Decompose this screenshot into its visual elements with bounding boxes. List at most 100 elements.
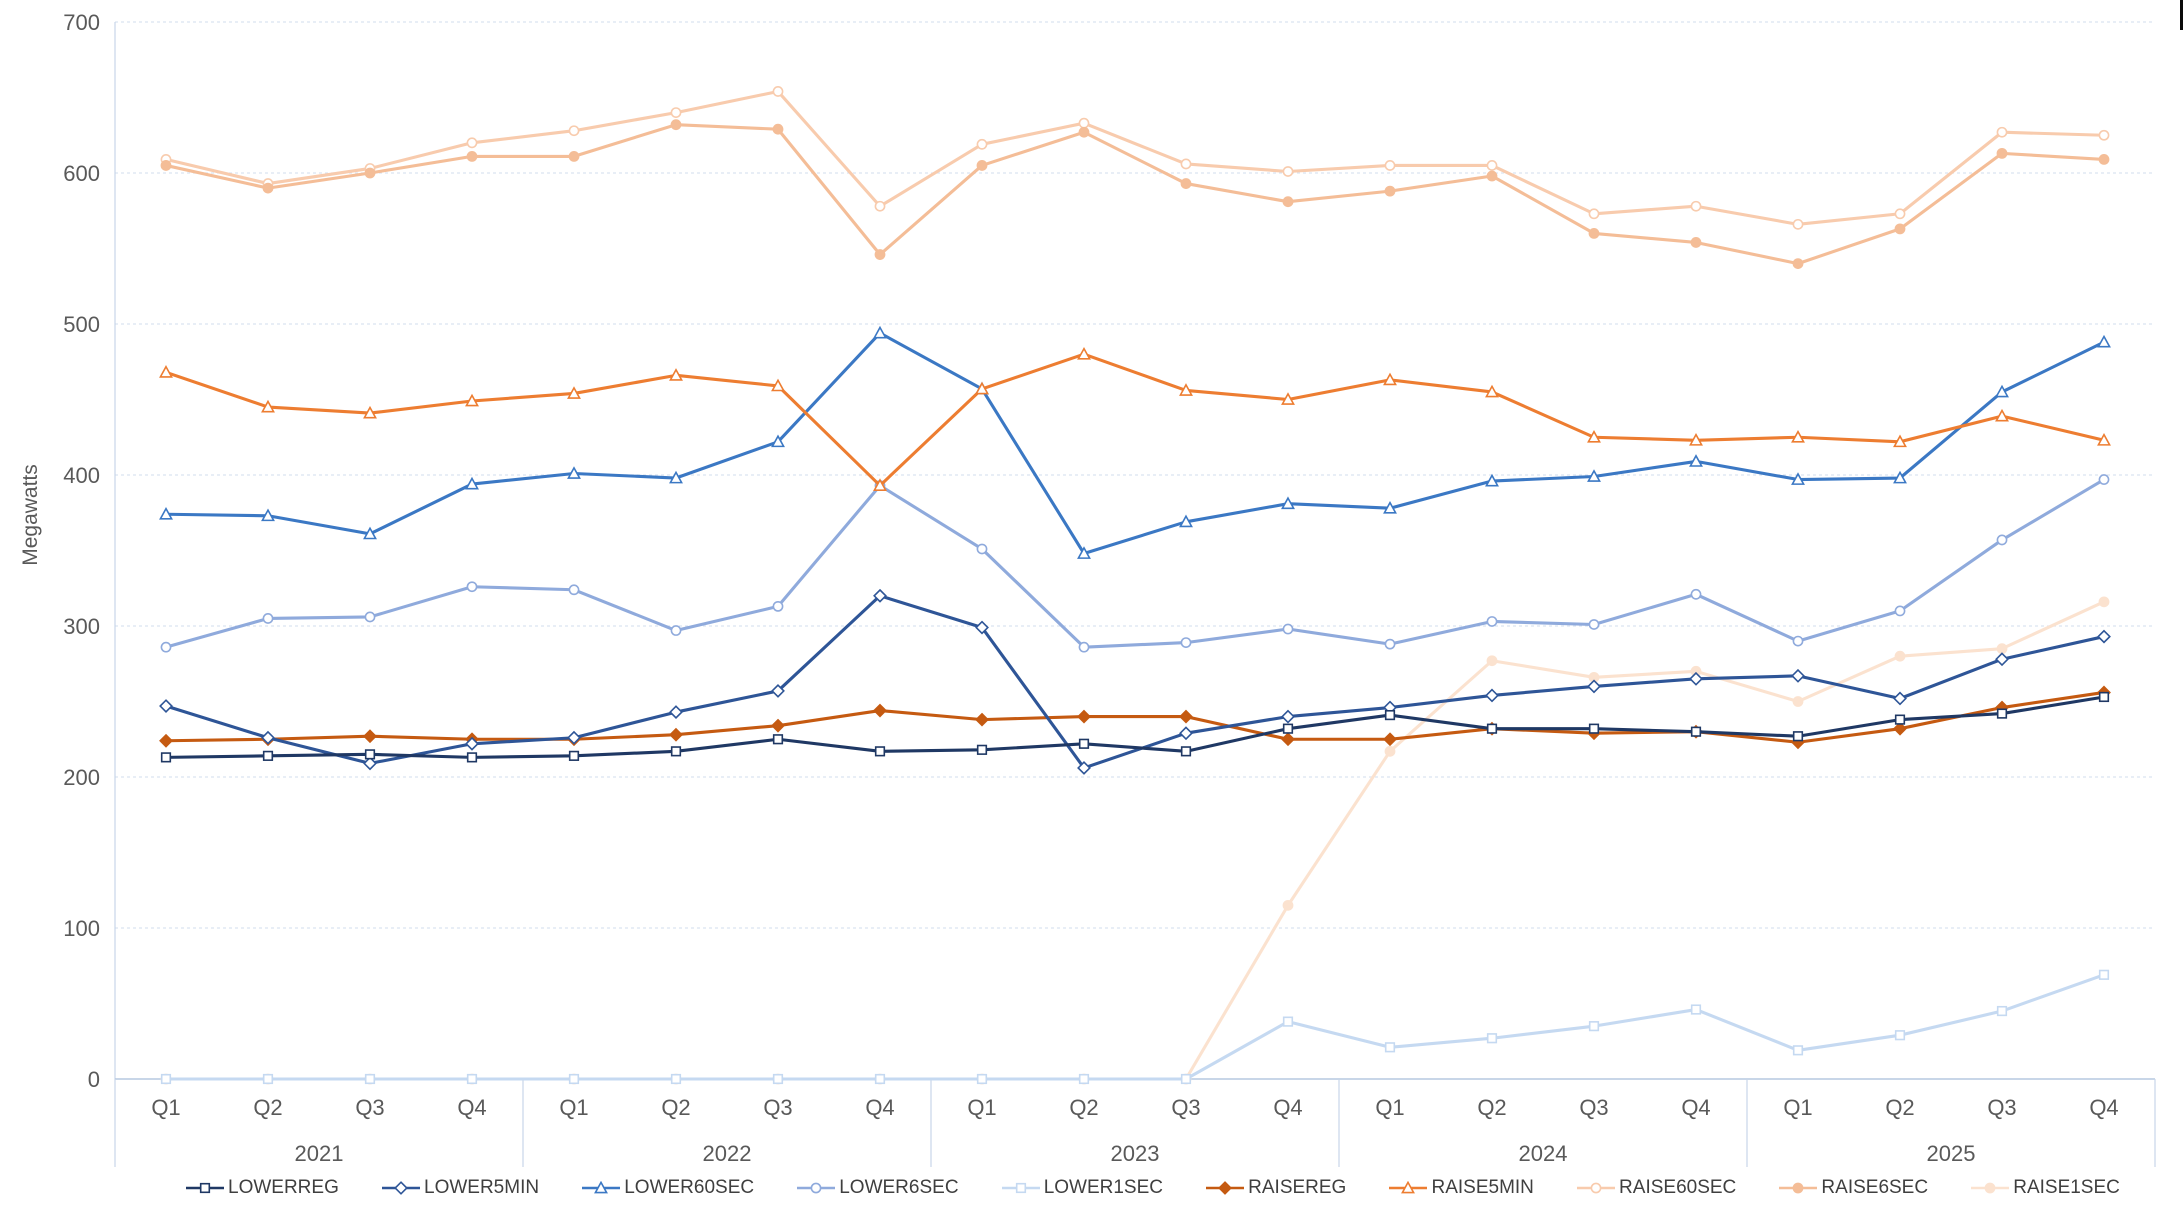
legend-item-raise60sec[interactable]: RAISE60SEC	[1576, 1177, 1736, 1199]
data-point-lower1sec	[1015, 1182, 1026, 1194]
data-point-lower5min	[1485, 688, 1499, 703]
data-point-lower6sec	[1894, 605, 1906, 617]
data-point-raise6sec	[160, 160, 172, 171]
data-point-lower6sec	[1078, 641, 1090, 653]
x-tick-label-quarter: Q1	[1783, 1095, 1812, 1120]
data-point-raise6sec	[1690, 237, 1702, 248]
data-point-raisereg	[159, 733, 173, 748]
data-point-lower1sec	[1792, 1045, 1804, 1056]
data-point-lower1sec	[670, 1073, 682, 1085]
data-point-raise6sec	[1793, 1182, 1804, 1194]
data-point-lower5min	[465, 736, 479, 751]
data-point-lower6sec	[1180, 637, 1192, 649]
data-point-lowerreg	[1690, 726, 1702, 737]
data-point-lowerreg	[1588, 723, 1600, 734]
legend-swatch-raisereg	[1206, 1181, 1245, 1195]
x-tick-label-quarter: Q4	[865, 1095, 894, 1120]
legend-item-raise1sec[interactable]: RAISE1SEC	[1970, 1177, 2120, 1199]
data-point-lowerreg	[1180, 746, 1192, 757]
data-point-lower1sec	[1894, 1030, 1906, 1041]
legend-item-raisereg[interactable]: RAISEREG	[1205, 1177, 1346, 1199]
x-tick-label-quarter: Q3	[355, 1095, 384, 1120]
data-point-raise5min	[1485, 384, 1499, 398]
series-line-raise60sec	[164, 89, 2106, 226]
legend-item-lower1sec[interactable]: LOWER1SEC	[1001, 1177, 1163, 1199]
data-point-raise6sec	[1180, 178, 1192, 189]
legend-label-raisereg: RAISEREG	[1248, 1177, 1347, 1198]
data-point-raise5min	[975, 381, 989, 395]
data-point-raise6sec	[1996, 147, 2008, 159]
y-tick-label: 300	[63, 614, 100, 639]
x-tick-label-quarter: Q2	[1069, 1095, 1098, 1120]
data-point-raise60sec	[466, 137, 478, 149]
data-point-lower1sec	[1588, 1021, 1600, 1032]
data-point-raise6sec	[1792, 258, 1804, 269]
data-point-lower1sec	[976, 1073, 988, 1085]
data-point-lower5min	[1689, 671, 1703, 686]
legend-item-lower60sec[interactable]: LOWER60SEC	[581, 1177, 754, 1199]
data-point-lowerreg	[1282, 723, 1294, 734]
data-point-lower1sec	[772, 1073, 784, 1085]
data-point-lower6sec	[466, 581, 478, 593]
legend-item-raise5min[interactable]: RAISE5MIN	[1388, 1177, 1534, 1199]
legend: LOWERREG LOWER5MIN LOWER60SEC LOWER6SEC LOWE…	[185, 1172, 2120, 1204]
legend-item-lower6sec[interactable]: LOWER6SEC	[796, 1177, 959, 1199]
data-point-raise6sec	[1078, 126, 1090, 138]
data-point-raise5min	[1281, 392, 1295, 405]
data-point-raise6sec	[568, 150, 580, 162]
data-point-raise5min	[669, 368, 683, 381]
data-point-lower6sec	[160, 641, 172, 653]
series-lower5min	[159, 588, 2111, 775]
data-point-raise6sec	[670, 119, 682, 131]
data-point-raise60sec	[1590, 1182, 1602, 1194]
data-point-lower6sec	[810, 1182, 822, 1194]
data-point-raisereg	[975, 712, 989, 727]
data-point-lower5min	[873, 588, 887, 603]
data-point-raise6sec	[1282, 196, 1294, 208]
data-point-raise5min	[465, 393, 479, 407]
data-point-lower60sec	[1689, 454, 1703, 467]
data-point-lowerreg	[976, 744, 988, 755]
data-point-lower60sec	[1587, 469, 1601, 482]
legend-item-lower5min[interactable]: LOWER5MIN	[381, 1177, 539, 1199]
x-tick-label-quarter: Q4	[1273, 1095, 1302, 1120]
data-point-raise5min	[1383, 372, 1397, 386]
data-point-raisereg	[771, 718, 785, 733]
data-point-raise6sec	[772, 123, 784, 135]
data-point-lowerreg	[1486, 723, 1498, 734]
legend-item-raise6sec[interactable]: RAISE6SEC	[1778, 1177, 1928, 1199]
legend-swatch-lower5min	[382, 1181, 420, 1195]
data-point-raisereg	[873, 703, 887, 718]
x-tick-label-quarter: Q2	[1885, 1095, 1914, 1120]
legend-item-lowerreg[interactable]: LOWERREG	[185, 1177, 339, 1199]
series-raisereg	[159, 685, 2111, 750]
x-tick-label-quarter: Q2	[661, 1095, 690, 1120]
legend-label-lower5min: LOWER5MIN	[424, 1177, 540, 1198]
y-tick-label: 200	[63, 765, 100, 790]
window-edge-artifact	[2180, 0, 2183, 30]
data-point-raise60sec	[1588, 208, 1600, 220]
legend-label-raise60sec: RAISE60SEC	[1619, 1177, 1737, 1198]
series-raise5min	[159, 346, 2111, 491]
data-point-lowerreg	[670, 746, 682, 757]
x-tick-label-quarter: Q1	[967, 1095, 996, 1120]
data-point-lower5min	[1179, 726, 1193, 741]
data-point-raise5min	[1893, 434, 1907, 448]
data-point-lowerreg	[1792, 731, 1804, 742]
data-point-lower6sec	[670, 625, 682, 636]
data-point-lower60sec	[1485, 473, 1499, 487]
data-point-raise60sec	[1894, 208, 1906, 220]
data-point-lowerreg	[772, 734, 784, 745]
data-point-lower5min	[1791, 668, 1805, 683]
x-tick-label-quarter: Q4	[2089, 1095, 2118, 1120]
data-point-raise60sec	[1384, 160, 1396, 171]
data-point-lower1sec	[160, 1073, 172, 1085]
data-point-raise5min	[2097, 433, 2111, 446]
x-tick-label-year: 2024	[1519, 1141, 1568, 1166]
data-point-lowerreg	[466, 752, 478, 763]
legend-swatch-raise6sec	[1779, 1182, 1818, 1194]
data-point-lower1sec	[1078, 1073, 1090, 1085]
data-point-raise60sec	[1078, 117, 1090, 129]
data-point-raise1sec	[1894, 650, 1906, 662]
